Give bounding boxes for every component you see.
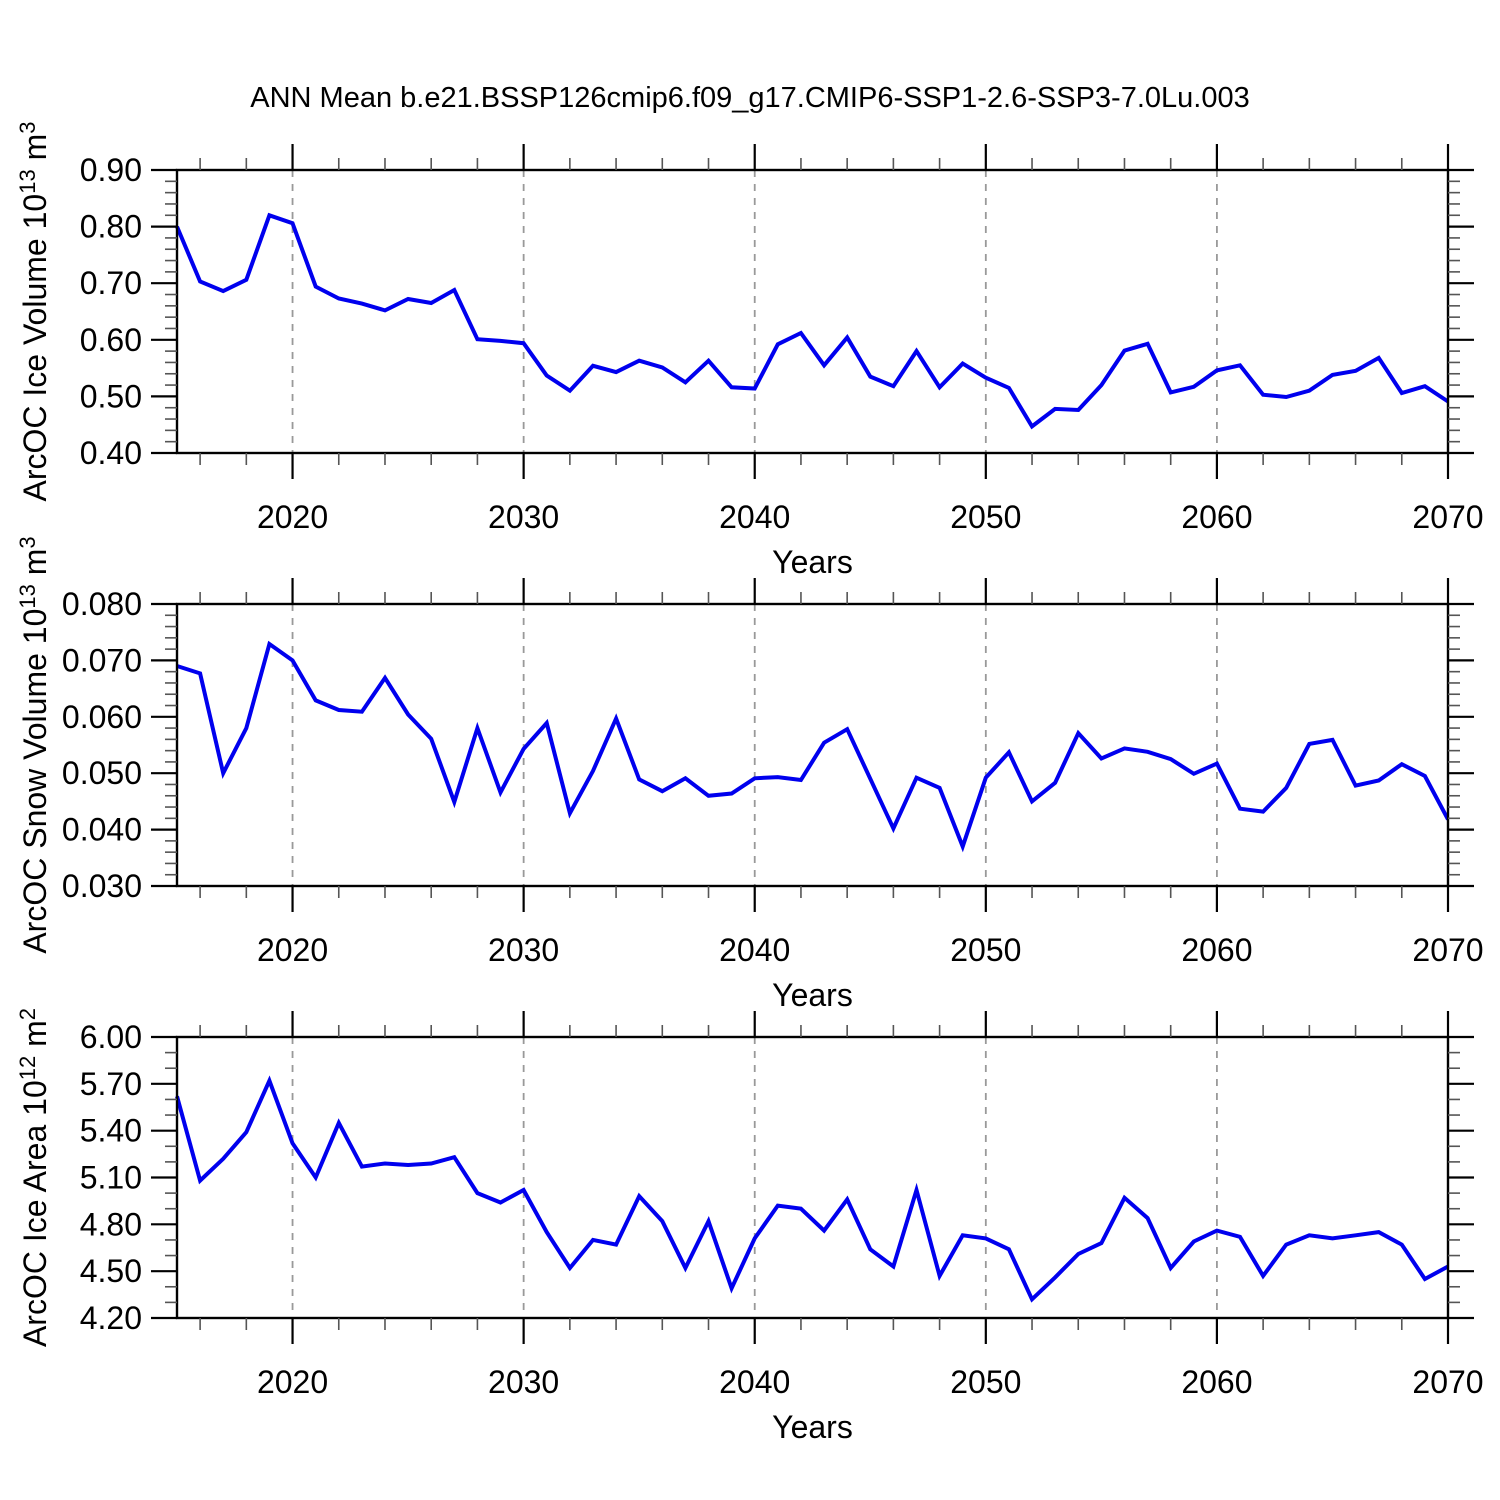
axis-box (175, 1035, 1450, 1320)
y-axis-title: ArcOC Ice Area 1012 m2 (15, 1008, 53, 1347)
y-tick-label: 5.70 (80, 1066, 142, 1102)
data-line-arcoc-ice-volume (175, 212, 1450, 430)
x-tick-label: 2040 (719, 1364, 790, 1400)
panel-arcoc-ice-volume: 2020 2030 2040 2050 2060 2070 0.40 0.50 0.60 0.70… (15, 122, 1484, 580)
y-tick-label: 0.080 (62, 586, 142, 622)
axis-box (175, 168, 1450, 455)
y-tick-label: 4.20 (80, 1300, 142, 1336)
y-tick-label: 0.60 (80, 322, 142, 358)
chart-title: ANN Mean b.e21.BSSP126cmip6.f09_g17.CMIP… (250, 82, 1250, 114)
x-tick-label: 2020 (257, 499, 328, 535)
y-tick-label: 0.040 (62, 812, 142, 848)
y-tick-label: 0.060 (62, 699, 142, 735)
x-tick-label: 2060 (1181, 499, 1252, 535)
panel-arcoc-snow-volume: 2020 2030 2040 2050 2060 2070 0.030 0.040 0.050 0… (15, 536, 1484, 1013)
x-tick-label: 2030 (488, 499, 559, 535)
y-tick-label: 0.80 (80, 209, 142, 245)
y-tick-label: 0.40 (80, 435, 142, 471)
x-tick-label: 2030 (488, 932, 559, 968)
data-line-arcoc-snow-volume (176, 640, 1450, 853)
x-tick-label: 2040 (719, 932, 790, 968)
y-tick-label: 0.030 (62, 868, 142, 904)
x-tick-label: 2030 (488, 1364, 559, 1400)
x-tick-label: 2060 (1181, 932, 1252, 968)
data-line-arcoc-ice-area (175, 1075, 1449, 1303)
x-tick-label: 2070 (1412, 932, 1483, 968)
axis-box (175, 602, 1450, 888)
x-axis-title: Years (772, 1409, 853, 1445)
panel-arcoc-ice-area: 2020 2030 2040 2050 2060 2070 4.20 4.50 4.80 5.10… (15, 1008, 1484, 1445)
x-tick-label: 2050 (950, 932, 1021, 968)
x-tick-label: 2050 (950, 1364, 1021, 1400)
x-tick-label: 2050 (950, 499, 1021, 535)
y-tick-label: 4.80 (80, 1206, 142, 1242)
x-tick-label: 2040 (719, 499, 790, 535)
y-tick-label: 6.00 (80, 1019, 142, 1055)
x-tick-label: 2070 (1412, 1364, 1483, 1400)
y-tick-label: 4.50 (80, 1253, 142, 1289)
x-axis-title: Years (772, 544, 853, 580)
y-tick-label: 0.70 (80, 265, 142, 301)
x-tick-label: 2070 (1412, 499, 1483, 535)
y-tick-label: 0.90 (80, 152, 142, 188)
y-tick-label: 5.10 (80, 1160, 142, 1196)
x-tick-label: 2060 (1181, 1364, 1252, 1400)
y-tick-label: 5.40 (80, 1113, 142, 1149)
y-axis-title: ArcOC Snow Volume 1013 m3 (15, 536, 53, 953)
y-axis-title: ArcOC Ice Volume 1013 m3 (15, 122, 53, 502)
x-axis-title: Years (772, 977, 853, 1013)
x-tick-label: 2020 (257, 932, 328, 968)
x-tick-label: 2020 (257, 1364, 328, 1400)
y-tick-label: 0.070 (62, 642, 142, 678)
y-tick-label: 0.50 (80, 378, 142, 414)
y-tick-label: 0.050 (62, 755, 142, 791)
